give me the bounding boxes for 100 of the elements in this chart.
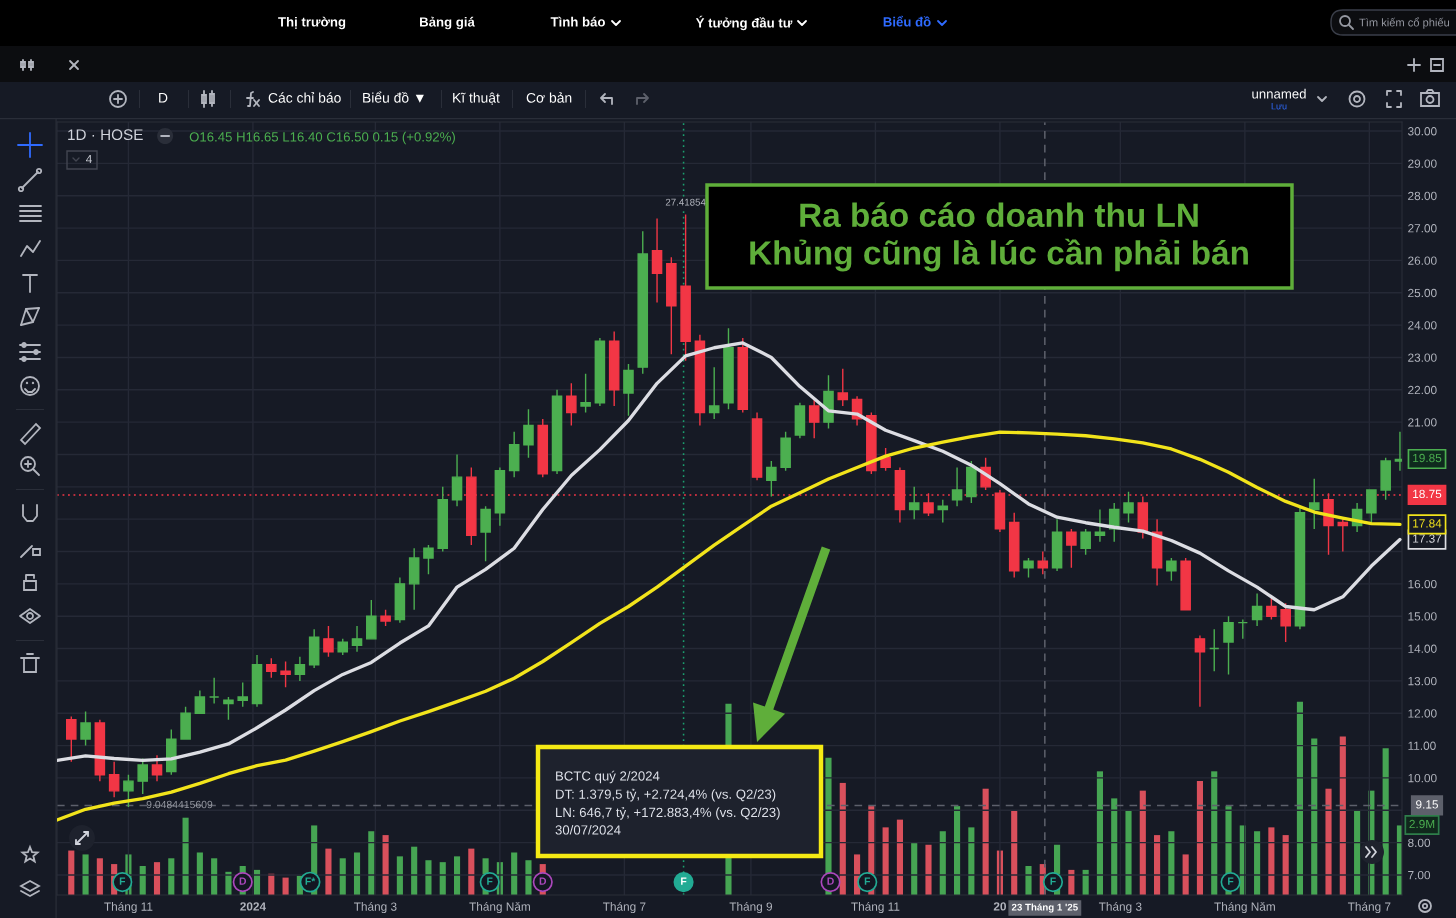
bar [1311, 738, 1318, 895]
text: Thị trường [278, 16, 346, 30]
y-tick-label: 23.00 [1408, 353, 1437, 362]
bar [396, 856, 403, 895]
bar [368, 831, 375, 895]
bar [1296, 701, 1304, 895]
y-tick-label: 7.00 [1408, 870, 1431, 880]
candlestick [737, 337, 749, 414]
candlestick [1380, 457, 1391, 501]
candlestick [80, 710, 91, 747]
y-tick-label: 26.00 [1408, 256, 1437, 265]
bar [968, 827, 975, 895]
x-tick-label: Tháng 11 [851, 901, 900, 914]
x-tick-label: Tháng Năm [469, 901, 530, 914]
candlestick [1266, 596, 1277, 621]
annotation: 9.0484415609 [146, 800, 213, 809]
bar [182, 817, 189, 895]
candlestick [65, 715, 77, 763]
ref-line-label: 9.15 [1416, 800, 1438, 809]
y-tick-label: 28.00 [1408, 191, 1437, 201]
y-tick-label: 8.00 [1408, 838, 1431, 847]
candlestick [837, 368, 849, 407]
text: Bảng giá [420, 16, 475, 30]
x-tick-label: Tháng 7 [603, 901, 646, 914]
candlestick [1080, 528, 1091, 556]
candlestick [651, 217, 663, 304]
annotation: F [1228, 877, 1234, 885]
y-tick-label: 29.00 [1408, 159, 1437, 168]
candlestick [1223, 615, 1234, 676]
bar [1254, 831, 1261, 895]
bar [1125, 809, 1132, 895]
candlestick [508, 431, 520, 478]
bar [353, 852, 361, 895]
data-label: 17.37 [1413, 534, 1442, 543]
bar [1196, 780, 1204, 895]
annotation: D [539, 877, 547, 885]
candlestick [523, 408, 534, 459]
text: Lưu [1271, 103, 1287, 110]
bar [153, 862, 161, 895]
y-tick-label: 11.00 [1408, 741, 1436, 750]
candlestick [808, 398, 820, 440]
bar [1268, 827, 1275, 895]
candlestick [566, 382, 577, 427]
y-tick-label: 21.00 [1408, 418, 1437, 427]
bar [411, 846, 418, 895]
candlestick [366, 599, 377, 640]
annotation: Ra báo cáo doanh thu LN Khủng cũng là lúc cần phải bán [750, 202, 1248, 272]
candlestick [1023, 557, 1034, 579]
text: O16.45 H16.65 L16.40 C16.50 0.15 (+0.92%) [189, 131, 455, 145]
candlestick [437, 486, 449, 553]
candlestick [1294, 505, 1306, 630]
candlestick [708, 366, 720, 420]
annotation: F [119, 877, 126, 885]
x-tick-label: Tháng Năm [1214, 901, 1275, 914]
bar [168, 858, 175, 895]
bar [1339, 736, 1346, 895]
ref-line-label: 23 Tháng 1 '25 [1011, 903, 1078, 913]
candlestick [394, 576, 406, 624]
annotation: BCTC quý 2/2024 DT: 1.379,5 tỷ, +2.724,4% (vs. Q2/23) LN: 646,7 tỷ, +172.883,4% (vs. Q2/23) 30/07/2024 [555, 770, 780, 835]
bar [954, 806, 961, 895]
y-tick-label: 16.00 [1408, 579, 1437, 589]
candlestick [1008, 512, 1020, 579]
x-tick-label: Tháng 3 [1098, 901, 1142, 914]
candlestick [351, 625, 363, 653]
candlestick [94, 719, 106, 782]
bar [425, 860, 432, 895]
candlestick [766, 460, 777, 498]
candlestick [280, 660, 291, 689]
bar [1354, 809, 1361, 895]
candlestick [1037, 550, 1049, 575]
y-tick-label: 27.00 [1408, 224, 1437, 233]
candlestick [1094, 508, 1106, 543]
bar [1011, 809, 1018, 895]
annotation: F [487, 877, 493, 885]
candlestick [1251, 592, 1263, 627]
candlestick [580, 372, 591, 414]
bar [1382, 748, 1389, 895]
candlestick [323, 625, 334, 658]
bar [1139, 790, 1146, 895]
bar [325, 848, 332, 895]
text: Các chỉ báo [268, 92, 341, 103]
annotation: F [1050, 877, 1056, 885]
candlestick [1151, 518, 1163, 587]
candlestick [951, 466, 963, 507]
candlestick [408, 547, 420, 611]
bar [925, 844, 932, 895]
bar [1168, 831, 1175, 895]
y-tick-label: 12.00 [1408, 709, 1437, 718]
candlestick [1166, 557, 1177, 582]
candlestick [308, 628, 320, 669]
bar [1182, 854, 1189, 895]
x-tick-label: Tháng 9 [729, 901, 773, 914]
y-tick-label: 30.00 [1408, 127, 1437, 136]
x-tick-label: 2024 [240, 902, 266, 911]
candlestick [880, 447, 891, 472]
text: Ý tưởng đầu tư [695, 15, 793, 31]
bar [196, 852, 203, 895]
candlestick [1123, 490, 1134, 524]
candlestick [423, 544, 434, 575]
candlestick [551, 389, 563, 475]
